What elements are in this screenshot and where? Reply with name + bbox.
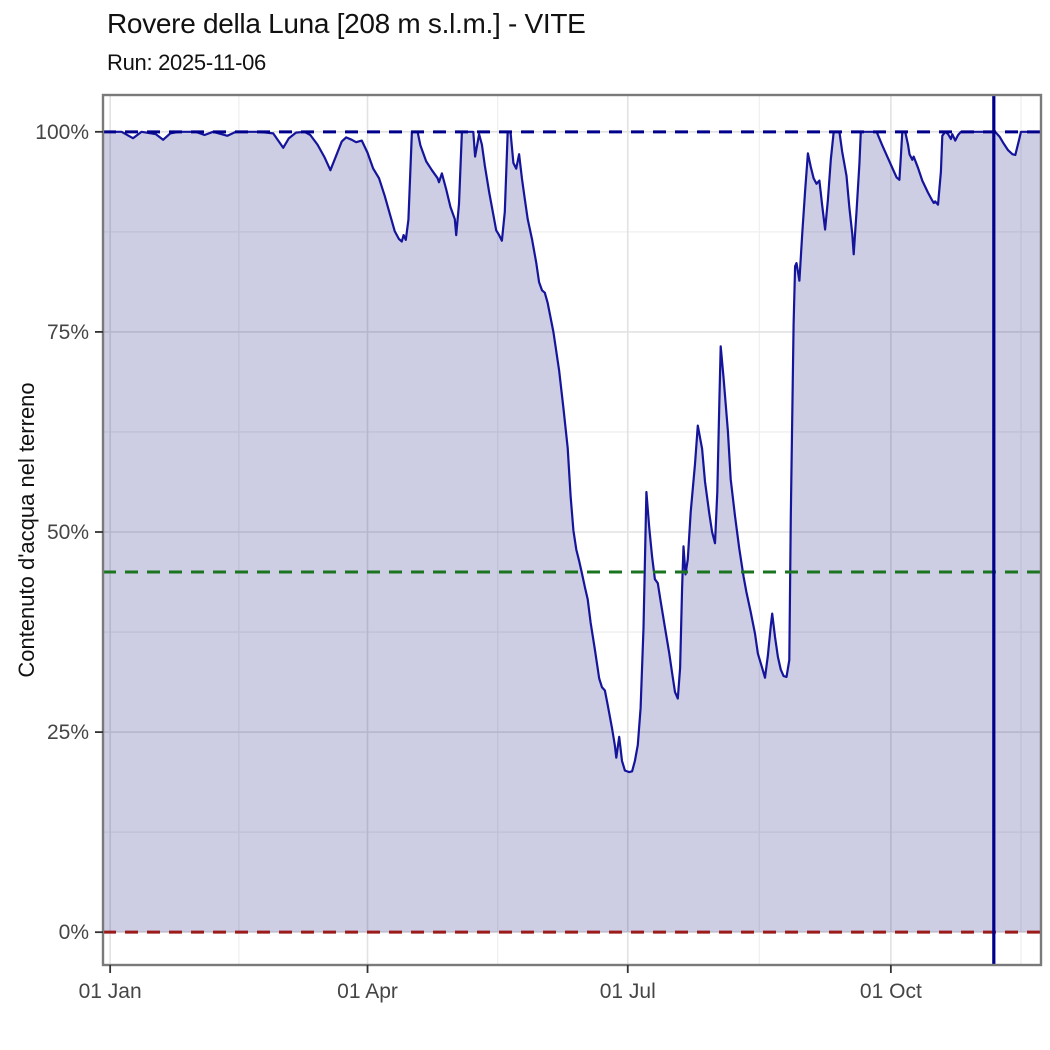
x-axis-tick-label: 01 Jan — [79, 980, 142, 1003]
y-axis-tick-label: 25% — [47, 721, 89, 744]
y-axis-tick-label: 0% — [59, 921, 89, 944]
series-line — [103, 130, 1041, 774]
series-area-fill — [103, 131, 1041, 933]
chart-subtitle: Run: 2025-11-06 — [107, 50, 266, 75]
x-axis-tick-label: 01 Oct — [860, 980, 922, 1003]
x-axis-tick-label: 01 Apr — [337, 980, 398, 1003]
y-axis-tick-label: 100% — [35, 121, 89, 144]
y-axis-title: Contenuto d'acqua nel terreno — [14, 382, 39, 677]
y-axis-tick-label: 75% — [47, 321, 89, 344]
chart-title: Rovere della Luna [208 m s.l.m.] - VITE — [107, 8, 586, 39]
y-axis-tick-label: 50% — [47, 521, 89, 544]
x-axis-tick-label: 01 Jul — [600, 980, 656, 1003]
panel-background — [103, 95, 1041, 965]
panel-border — [101, 93, 1043, 967]
